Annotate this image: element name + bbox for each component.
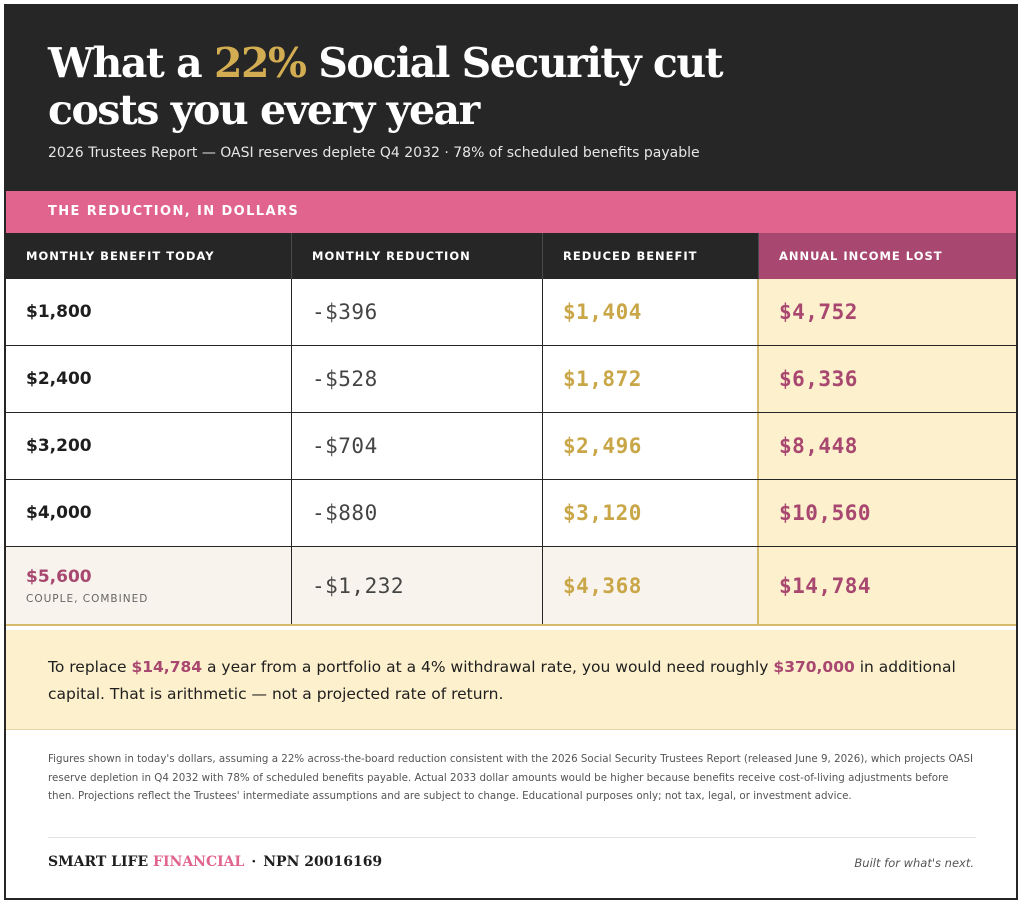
table-row: $2,400 -$528 $1,872 $6,336 bbox=[6, 346, 1016, 413]
couple-note: COUPLE, COMBINED bbox=[26, 592, 149, 605]
benefit-value: $3,200 bbox=[26, 436, 92, 456]
reduction-value: -$396 bbox=[312, 300, 378, 324]
annual-lost-value: $14,784 bbox=[779, 573, 872, 598]
benefit-cell: $4,000 bbox=[6, 480, 292, 546]
callout-box: To replace $14,784 a year from a portfol… bbox=[6, 630, 1016, 730]
page-subtitle: 2026 Trustees Report — OASI reserves dep… bbox=[48, 145, 700, 161]
reduced-value: $4,368 bbox=[563, 573, 642, 598]
callout-capital: $370,000 bbox=[773, 658, 855, 676]
brand-line: SMART LIFE FINANCIAL · NPN 20016169 bbox=[48, 852, 382, 872]
npn-number: NPN 20016169 bbox=[263, 854, 383, 870]
reduced-cell: $1,872 bbox=[543, 346, 759, 412]
table-row-couple: $5,600 COUPLE, COMBINED -$1,232 $4,368 $… bbox=[6, 547, 1016, 626]
footer-divider bbox=[48, 837, 976, 838]
benefit-cell: $5,600 COUPLE, COMBINED bbox=[6, 547, 292, 624]
reduced-cell: $2,496 bbox=[543, 413, 759, 479]
brand-accent: FINANCIAL bbox=[153, 854, 245, 870]
benefit-value: $5,600 bbox=[26, 566, 92, 587]
annual-lost-cell: $14,784 bbox=[759, 547, 1016, 624]
title-prefix: What a bbox=[48, 39, 214, 87]
reduction-value: -$704 bbox=[312, 434, 378, 458]
annual-lost-value: $10,560 bbox=[779, 501, 872, 525]
tagline: Built for what's next. bbox=[854, 856, 974, 870]
section-band: THE REDUCTION, IN DOLLARS bbox=[6, 191, 1016, 233]
reduction-value: -$1,232 bbox=[312, 573, 405, 598]
title-suffix: Social Security cut costs you every year bbox=[48, 39, 724, 134]
page-title: What a 22% Social Security cut costs you… bbox=[48, 40, 768, 134]
table-header: MONTHLY BENEFIT TODAY MONTHLY REDUCTION … bbox=[6, 233, 1016, 279]
annual-lost-cell: $6,336 bbox=[759, 346, 1016, 412]
annual-lost-cell: $4,752 bbox=[759, 279, 1016, 345]
callout-text-part3: in additional capital. That is arithmeti… bbox=[48, 658, 956, 703]
table-row: $4,000 -$880 $3,120 $10,560 bbox=[6, 480, 1016, 547]
reduced-value: $3,120 bbox=[563, 501, 642, 525]
column-header-annual-income-lost: ANNUAL INCOME LOST bbox=[759, 233, 1016, 279]
reduced-value: $1,404 bbox=[563, 300, 642, 324]
benefit-cell: $2,400 bbox=[6, 346, 292, 412]
reduced-value: $1,872 bbox=[563, 367, 642, 391]
reduction-cell: -$880 bbox=[292, 480, 543, 546]
benefit-value: $4,000 bbox=[26, 503, 92, 523]
callout-amount: $14,784 bbox=[131, 658, 203, 676]
reduction-cell: -$396 bbox=[292, 279, 543, 345]
annual-lost-value: $8,448 bbox=[779, 434, 858, 458]
reduced-cell: $4,368 bbox=[543, 547, 759, 624]
brand-name: SMART LIFE bbox=[48, 854, 149, 870]
footnote: Figures shown in today's dollars, assumi… bbox=[48, 753, 974, 802]
title-accent: 22% bbox=[213, 39, 307, 87]
annual-lost-value: $6,336 bbox=[779, 367, 858, 391]
column-header-monthly-reduction: MONTHLY REDUCTION bbox=[292, 233, 543, 279]
reduction-cell: -$704 bbox=[292, 413, 543, 479]
annual-lost-cell: $10,560 bbox=[759, 480, 1016, 546]
reduced-cell: $3,120 bbox=[543, 480, 759, 546]
benefit-value: $1,800 bbox=[26, 302, 92, 322]
brand-separator: · bbox=[251, 854, 257, 870]
callout-text-part1: To replace bbox=[48, 658, 132, 676]
table-row: $3,200 -$704 $2,496 $8,448 bbox=[6, 413, 1016, 480]
infographic-card: What a 22% Social Security cut costs you… bbox=[4, 4, 1018, 900]
reduced-value: $2,496 bbox=[563, 434, 642, 458]
reduction-table: MONTHLY BENEFIT TODAY MONTHLY REDUCTION … bbox=[6, 233, 1016, 626]
reduction-value: -$528 bbox=[312, 367, 378, 391]
benefit-value: $2,400 bbox=[26, 369, 92, 389]
benefit-cell: $1,800 bbox=[6, 279, 292, 345]
annual-lost-value: $4,752 bbox=[779, 300, 858, 324]
reduced-cell: $1,404 bbox=[543, 279, 759, 345]
reduction-cell: -$1,232 bbox=[292, 547, 543, 624]
reduction-cell: -$528 bbox=[292, 346, 543, 412]
column-header-monthly-benefit: MONTHLY BENEFIT TODAY bbox=[6, 233, 292, 279]
column-header-reduced-benefit: REDUCED BENEFIT bbox=[543, 233, 759, 279]
annual-lost-cell: $8,448 bbox=[759, 413, 1016, 479]
benefit-cell: $3,200 bbox=[6, 413, 292, 479]
table-row: $1,800 -$396 $1,404 $4,752 bbox=[6, 279, 1016, 346]
callout-text-part2: a year from a portfolio at a 4% withdraw… bbox=[202, 658, 774, 676]
header-section: What a 22% Social Security cut costs you… bbox=[6, 6, 1016, 191]
reduction-value: -$880 bbox=[312, 501, 378, 525]
